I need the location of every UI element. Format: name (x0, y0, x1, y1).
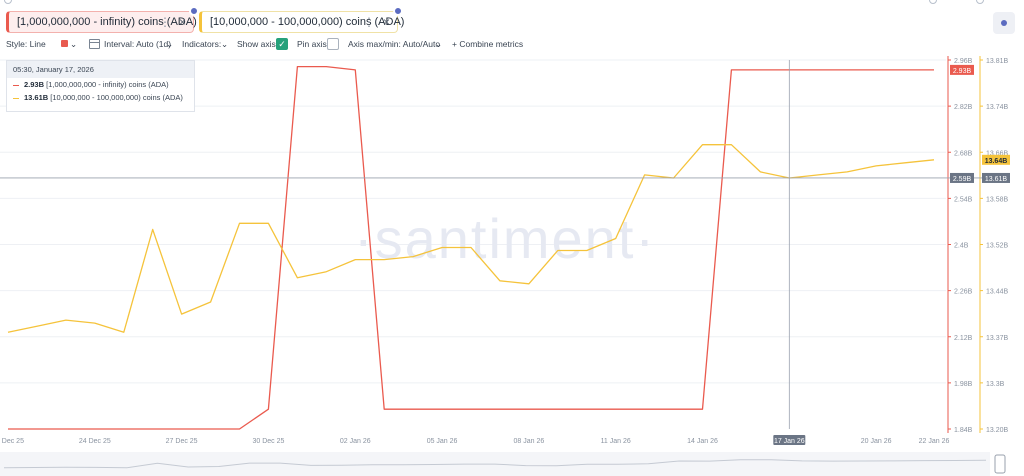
crosshair-right-label: 13.61B (985, 176, 1008, 183)
combine-metrics-button[interactable]: + Combine metrics (452, 39, 524, 49)
calendar-icon (89, 39, 100, 49)
right-axis-tick-label: 13.58B (986, 196, 1009, 203)
chart-area[interactable]: ·santiment· 2.96B 2.82B 2.68B 2.54B 2.4B 2.26… (0, 55, 1024, 476)
right-axis-tick-label: 13.37B (986, 335, 1009, 342)
x-tick-label: 02 Jan 26 (340, 438, 371, 445)
crosshair-left-label-bg (950, 172, 974, 183)
series-line (8, 65, 934, 430)
color-swatch[interactable] (61, 40, 68, 47)
widget-settings-button[interactable] (993, 12, 1015, 34)
left-axis-tick-label: 1.84B (954, 427, 973, 434)
last-value-badge-right (982, 154, 1010, 165)
x-tick-label: 22 Jan 26 (919, 438, 950, 445)
metric-tab-whales[interactable]: [1,000,000,000 - infinity) coins (ADA) ⋮… (6, 6, 199, 33)
left-axis-tick-label: 2.26B (954, 289, 973, 296)
left-axis-tick-label: 2.4B (954, 243, 969, 250)
show-axis-checkbox[interactable]: ✓ (276, 38, 288, 50)
left-axis-tick-label: 2.96B (954, 58, 973, 65)
metric-tab-label: [1,000,000,000 - infinity) coins (ADA) (17, 16, 197, 28)
close-icon[interactable]: × (382, 15, 390, 29)
tooltip-row: 13.61B [10,000,000 - 100,000,000) coins … (7, 93, 194, 104)
crosshair-left-label: 2.59B (953, 176, 972, 183)
close-icon[interactable]: × (178, 15, 186, 29)
x-tick-label: 27 Dec 25 (166, 438, 198, 445)
chevron-down-icon[interactable]: ⌄ (435, 39, 443, 49)
left-axis-tick-label: 2.12B (954, 335, 973, 342)
style-dropdown[interactable]: Style: Line (6, 39, 46, 49)
cut-icon (4, 0, 12, 4)
show-axis-label: Show axis (237, 39, 276, 49)
dot-icon (1001, 20, 1007, 26)
chart-toolbar: Style: Line ⌄ Interval: Auto (1d) ⌄ Indi… (0, 36, 560, 54)
left-axis-tick-label: 2.82B (954, 104, 973, 111)
crosshair-right-label-bg (982, 172, 1010, 183)
more-icon[interactable]: ⋮ (363, 15, 375, 29)
navigator-handle (994, 454, 1006, 474)
cut-icon (929, 0, 937, 4)
tooltip-date: 05:30, January 17, 2026 (7, 61, 194, 78)
last-value-left: 2.93B (953, 68, 972, 75)
chevron-down-icon[interactable]: ⌄ (221, 39, 229, 49)
chevron-down-icon[interactable]: ⌄ (70, 39, 78, 49)
right-axis-tick-label: 13.81B (986, 58, 1009, 65)
line-chart[interactable]: ·santiment· 2.96B 2.82B 2.68B 2.54B 2.4B 2.26… (0, 55, 1024, 476)
cut-icon (976, 0, 984, 4)
left-axis-tick-label: 1.98B (954, 381, 973, 388)
indicators-dropdown[interactable]: Indicators: (182, 39, 222, 49)
settings-badge-icon[interactable] (393, 6, 403, 16)
left-axis-tick-label: 2.68B (954, 150, 973, 157)
tooltip-label: [10,000,000 - 100,000,000) coins (ADA) (50, 93, 183, 102)
metric-tab-label: [10,000,000 - 100,000,000) coins (ADA) (210, 16, 405, 28)
x-tick-label: 11 Jan 26 (601, 438, 631, 445)
interval-dropdown[interactable]: Interval: Auto (1d) (104, 39, 172, 49)
metric-tab-sharks[interactable]: [10,000,000 - 100,000,000) coins (ADA) ⋮… (199, 6, 404, 33)
x-tick-label: 30 Dec 25 (252, 438, 284, 445)
series-marker (13, 85, 19, 86)
x-tick-label: 14 Jan 26 (687, 438, 718, 445)
right-axis-tick-label: 13.20B (986, 427, 1009, 434)
series-marker (13, 98, 19, 99)
pin-axis-checkbox[interactable] (327, 38, 339, 50)
more-icon[interactable]: ⋮ (159, 15, 171, 29)
right-axis-tick-label: 13.74B (986, 104, 1009, 111)
x-tick-label: 21 Dec 25 (0, 438, 24, 445)
tooltip-label: [1,000,000,000 - infinity) coins (ADA) (46, 80, 169, 89)
left-axis-tick-label: 2.54B (954, 196, 973, 203)
right-axis-tick-label: 13.44B (986, 289, 1009, 296)
x-tick-label: 08 Jan 26 (514, 438, 545, 445)
x-tick-label: 05 Jan 26 (427, 438, 458, 445)
series-line (7, 144, 935, 333)
chart-tooltip: 05:30, January 17, 2026 2.93B [1,000,000… (6, 60, 195, 112)
x-tick-label: 20 Jan 26 (861, 438, 892, 445)
right-axis-tick-label: 13.66B (986, 150, 1009, 157)
tooltip-value: 13.61B (24, 93, 49, 102)
right-axis-tick-label: 13.3B (986, 381, 1005, 388)
pin-axis-label: Pin axis (297, 39, 327, 49)
x-tick-label: 17 Jan 26 (774, 438, 805, 445)
tooltip-row: 2.93B [1,000,000,000 - infinity) coins (… (7, 80, 194, 91)
axis-maxmin-dropdown[interactable]: Axis max/min: Auto/Auto (348, 39, 441, 49)
top-cut-controls (0, 0, 1024, 6)
tooltip-value: 2.93B (24, 80, 45, 89)
right-axis-tick-label: 13.52B (986, 243, 1009, 250)
x-tick-label: 24 Dec 25 (79, 438, 111, 445)
chevron-down-icon[interactable]: ⌄ (166, 39, 174, 49)
navigator-line (3, 459, 987, 469)
santiment-watermark: ·santiment· (354, 207, 656, 270)
settings-badge-icon[interactable] (189, 6, 199, 16)
last-value-right: 13.64B (985, 158, 1008, 165)
last-value-badge-left (950, 64, 974, 75)
x-highlight-box (773, 435, 806, 445)
